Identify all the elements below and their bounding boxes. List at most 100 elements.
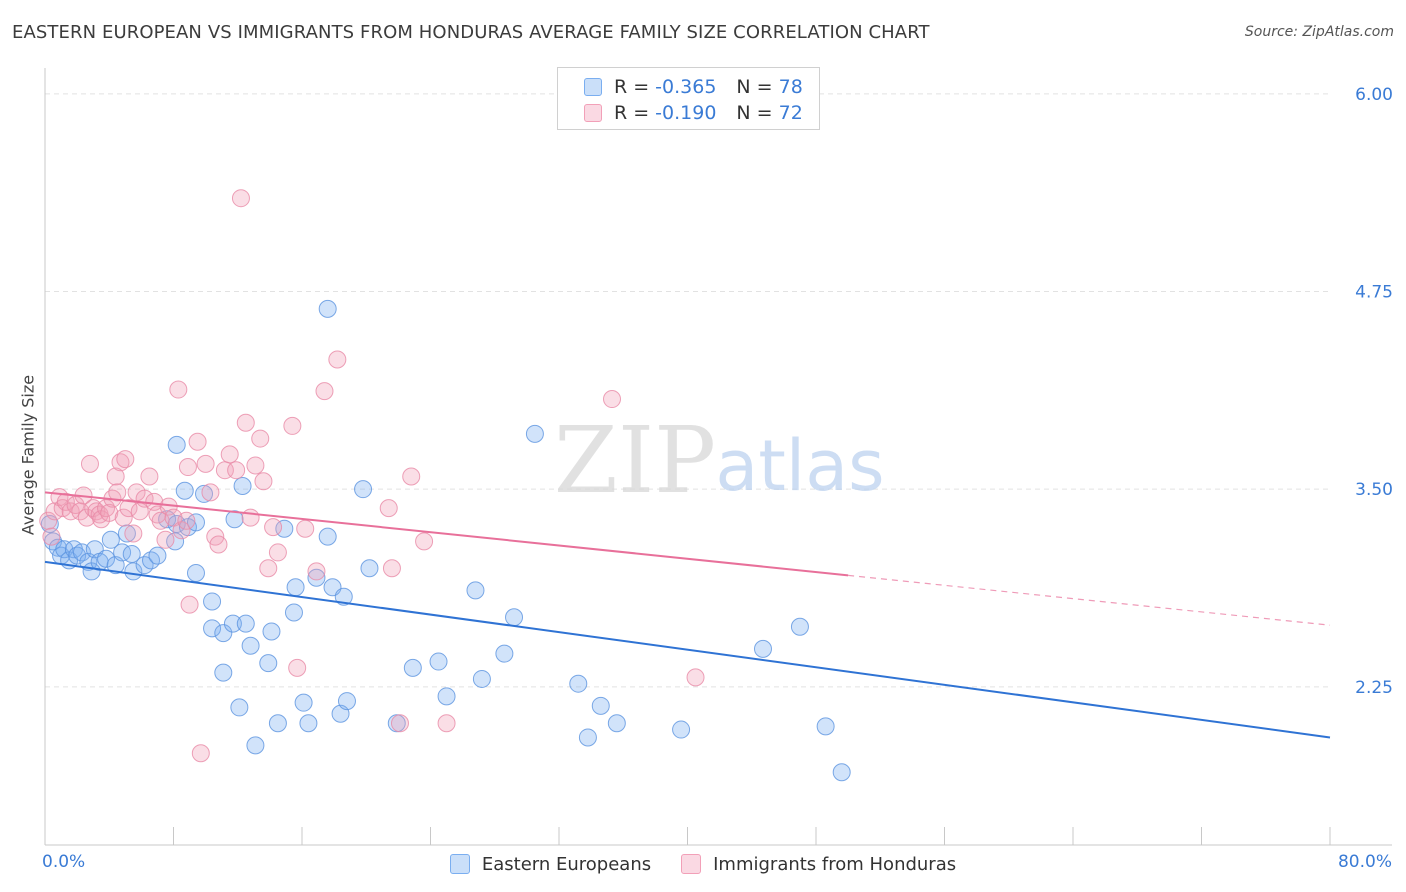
point-honduras [116,450,135,469]
point-eastern-europeans [101,530,120,549]
point-eastern-europeans [525,424,544,443]
legend-swatch-pink [584,104,602,122]
point-eastern-europeans [294,693,313,712]
r-value: -0.365 [655,76,717,98]
r-label: R = [614,76,650,98]
point-honduras [251,429,270,448]
series-legend: Eastern Europeans Immigrants from Hondur… [0,852,1406,876]
point-eastern-europeans [195,484,214,503]
point-honduras [231,189,250,208]
point-honduras [437,714,456,733]
y-tick-label: 3.50 [1355,480,1393,500]
point-honduras [61,502,80,521]
r-label: R = [614,102,650,124]
point-honduras [315,382,334,401]
point-honduras [296,519,315,538]
point-honduras [390,714,409,733]
legend-item-honduras[interactable]: Immigrants from Honduras [681,854,956,875]
point-honduras [124,524,143,543]
legend-row-honduras: R = -0.190 N = 72 [584,102,803,124]
point-honduras [80,454,99,473]
point-eastern-europeans [236,614,255,633]
point-eastern-europeans [299,714,318,733]
point-eastern-europeans [354,480,373,499]
point-honduras [307,562,326,581]
point-honduras [42,527,61,546]
point-eastern-europeans [569,674,588,693]
point-honduras [106,467,125,486]
point-eastern-europeans [122,545,141,564]
legend-swatch-blue [584,78,602,96]
n-label: N = [736,76,773,98]
point-eastern-europeans [591,696,610,715]
point-honduras [264,518,283,537]
legend-swatch-pink [681,854,702,874]
n-value: 78 [778,76,803,98]
point-honduras [603,390,622,409]
point-honduras [268,543,287,562]
point-eastern-europeans [166,532,185,551]
point-eastern-europeans [233,477,252,496]
point-eastern-europeans [816,717,835,736]
point-eastern-europeans [403,658,422,677]
point-eastern-europeans [262,622,281,641]
y-tick-labels: 2.25 3.50 4.75 6.00 [1355,85,1393,698]
point-eastern-europeans [214,624,233,643]
point-eastern-europeans [68,546,87,565]
source-label: Source: ZipAtlas.com [1244,24,1394,40]
point-eastern-europeans [337,692,356,711]
point-eastern-europeans [135,556,154,575]
r-value: -0.190 [655,102,717,124]
point-eastern-europeans [466,581,485,600]
y-tick-label: 2.25 [1355,678,1393,698]
point-honduras [259,559,278,578]
y-tick-label: 6.00 [1355,85,1393,105]
point-eastern-europeans [275,519,294,538]
point-honduras [180,595,199,614]
correlation-legend: R = -0.365 N = 78 R = -0.190 N = 72 [557,67,820,130]
point-eastern-europeans [142,551,161,570]
x-tick-label-min: 0.0% [42,852,86,872]
point-honduras [56,492,75,511]
point-honduras [220,445,239,464]
point-honduras [100,503,119,522]
point-honduras [172,521,191,540]
legend-swatch-blue [449,854,470,874]
point-honduras [241,508,260,527]
point-honduras [177,511,196,530]
point-honduras [402,467,421,486]
point-honduras [156,530,175,549]
y-axis-label: Average Family Size [18,374,38,536]
point-eastern-europeans [241,636,260,655]
trend-line-honduras [44,491,849,577]
point-honduras [415,532,434,551]
point-eastern-europeans [334,587,353,606]
point-honduras [188,432,207,451]
point-eastern-europeans [230,698,249,717]
point-eastern-europeans [186,563,205,582]
point-eastern-europeans [318,299,337,318]
n-label: N = [736,102,773,124]
point-eastern-europeans [97,549,116,568]
x-tick-label-max: 80.0% [1337,852,1392,872]
watermark-atlas: atlas [715,425,884,507]
trend-line-honduras-extension [848,574,1331,626]
point-honduras [191,744,210,763]
point-eastern-europeans [307,568,326,587]
point-honduras [254,472,273,491]
legend-item-eastern-europeans[interactable]: Eastern Europeans [449,853,652,875]
point-honduras [328,350,347,369]
point-eastern-europeans [175,481,194,500]
point-eastern-europeans [124,562,143,581]
point-eastern-europeans [246,736,265,755]
point-honduras [39,511,58,530]
point-eastern-europeans [268,714,287,733]
point-eastern-europeans [259,654,278,673]
legend-label: Eastern Europeans [481,853,652,875]
point-eastern-europeans [318,527,337,546]
point-eastern-europeans [203,592,222,611]
point-eastern-europeans [223,614,242,633]
point-honduras [196,454,215,473]
trend-lines [44,491,1331,739]
